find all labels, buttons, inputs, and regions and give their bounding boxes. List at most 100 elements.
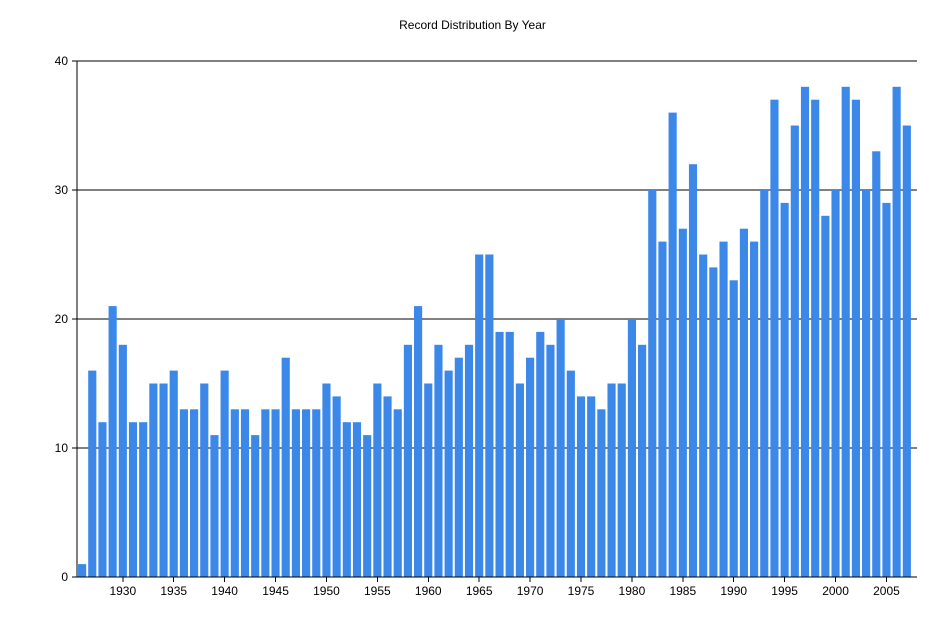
bar-1986: [688, 164, 698, 577]
bar-2005: [882, 202, 891, 577]
bar-1995: [780, 202, 789, 577]
bars: [78, 86, 911, 578]
bar-1959: [414, 306, 423, 577]
x-tick-label-1985: 1985: [669, 584, 696, 598]
bar-1935: [169, 370, 178, 577]
x-tick-label-2005: 2005: [873, 584, 900, 598]
bar-1950: [322, 383, 331, 577]
bar-1964: [464, 344, 474, 577]
bar-1937: [190, 409, 199, 577]
bar-1996: [790, 125, 799, 577]
y-tick-label-20: 20: [55, 312, 69, 326]
bar-1933: [149, 383, 158, 577]
bar-1927: [88, 370, 97, 577]
x-tick-label-1980: 1980: [619, 584, 646, 598]
bar-1987: [699, 254, 708, 577]
bar-1961: [434, 344, 443, 577]
bar-2003: [862, 190, 871, 577]
bar-1936: [179, 409, 188, 577]
x-tick-label-1935: 1935: [160, 584, 187, 598]
y-axis-ticks: 0 10 20 30 40: [55, 54, 77, 584]
chart-title: Record Distribution By Year: [399, 18, 546, 32]
bar-1943: [251, 435, 260, 577]
bar-2001: [841, 86, 850, 578]
bar-1949: [312, 409, 321, 577]
bar-2006: [892, 86, 901, 578]
bar-1926: [78, 564, 87, 577]
bar-1941: [230, 409, 239, 577]
bar-1992: [750, 241, 759, 577]
bar-1979: [617, 383, 626, 577]
bar-1980: [627, 319, 636, 577]
bar-1938: [200, 383, 209, 577]
bar-1928: [98, 422, 107, 577]
bar-1965: [475, 254, 484, 577]
bar-1948: [302, 409, 311, 577]
x-tick-label-1945: 1945: [262, 584, 289, 598]
bar-2002: [851, 99, 860, 577]
bar-1966: [485, 254, 494, 577]
bar-1973: [556, 319, 565, 577]
bar-1989: [719, 241, 728, 577]
bar-1942: [240, 409, 250, 577]
x-tick-label-1975: 1975: [568, 584, 595, 598]
bar-1952: [342, 422, 351, 577]
bar-2007: [902, 125, 911, 577]
bar-1953: [352, 422, 362, 577]
bar-1975: [576, 396, 586, 577]
y-tick-label-0: 0: [61, 570, 68, 584]
bar-1991: [739, 228, 748, 577]
x-tick-label-1930: 1930: [109, 584, 136, 598]
bar-1955: [373, 383, 382, 577]
bar-1960: [424, 383, 433, 577]
bar-1967: [495, 331, 504, 577]
x-tick-label-1960: 1960: [415, 584, 442, 598]
x-tick-label-1965: 1965: [466, 584, 493, 598]
x-tick-label-1970: 1970: [517, 584, 544, 598]
bar-1990: [729, 280, 738, 577]
bar-2004: [872, 151, 881, 578]
x-tick-label-1950: 1950: [313, 584, 340, 598]
x-tick-label-2000: 2000: [822, 584, 849, 598]
y-tick-label-10: 10: [55, 441, 69, 455]
y-tick-label-40: 40: [55, 54, 69, 68]
bar-1999: [821, 215, 830, 578]
bar-1947: [291, 409, 300, 577]
bar-1963: [454, 357, 463, 577]
bar-1944: [261, 409, 270, 577]
bar-1985: [678, 228, 687, 577]
bar-1994: [770, 99, 779, 577]
bar-1958: [403, 344, 412, 577]
bar-1939: [210, 435, 219, 577]
bar-1982: [648, 190, 657, 577]
bar-1957: [393, 409, 402, 577]
x-tick-label-1940: 1940: [211, 584, 238, 598]
bar-1940: [220, 370, 229, 577]
bar-1930: [118, 344, 127, 577]
bar-2000: [831, 190, 840, 577]
bar-1978: [607, 383, 616, 577]
bar-1954: [363, 435, 372, 577]
x-axis-ticks: 1930 1935 1940 1945 1950 1955 1960 1965 1970 1975…: [109, 577, 900, 598]
bar-1988: [709, 267, 718, 577]
bar-1983: [658, 241, 667, 577]
bar-1974: [566, 370, 575, 577]
x-tick-label-1995: 1995: [771, 584, 798, 598]
bar-1951: [332, 396, 341, 577]
x-tick-label-1990: 1990: [720, 584, 747, 598]
y-tick-label-30: 30: [55, 183, 69, 197]
bar-1962: [444, 370, 453, 577]
bar-1929: [108, 306, 117, 577]
bar-1946: [281, 357, 290, 577]
bar-1984: [668, 112, 677, 577]
bar-1934: [159, 383, 168, 577]
bar-1976: [587, 396, 596, 577]
bar-1931: [128, 422, 138, 577]
bar-1998: [811, 99, 820, 577]
bar-1932: [139, 422, 148, 577]
bar-1977: [597, 409, 606, 577]
bar-1972: [546, 344, 555, 577]
bar-1970: [526, 357, 535, 577]
bar-1971: [536, 331, 545, 577]
